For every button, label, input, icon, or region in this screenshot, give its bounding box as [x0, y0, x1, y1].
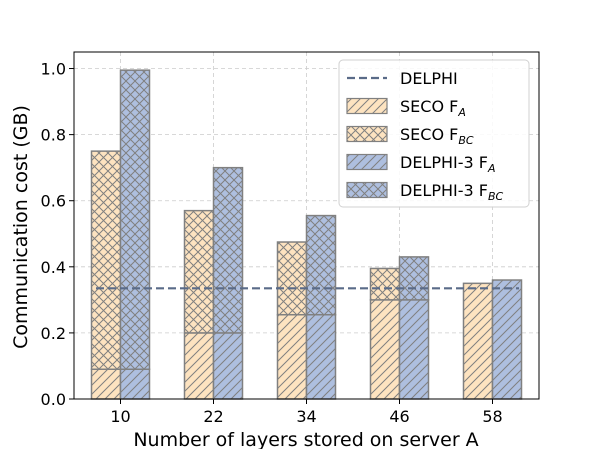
delphi3-fa-bar-hatch	[305, 313, 337, 400]
seco-fbc-bar-hatch	[369, 267, 401, 301]
y-tick-label: 0.0	[41, 390, 66, 409]
delphi3-fa-bar-hatch	[212, 332, 244, 400]
seco-fa-bar-hatch	[90, 368, 122, 400]
legend-label-subscript: BC	[458, 134, 474, 147]
axes: 0.0 0.2 0.4 0.6 0.8 1.0 10 22 34 46 58	[41, 51, 540, 426]
legend-label-base: DELPHI-3 F	[400, 153, 488, 172]
legend-label-delphi3_fbc: DELPHI-3 FBC	[400, 181, 504, 203]
bars	[90, 69, 523, 400]
x-tick-label: 10	[110, 407, 130, 426]
legend-handle-delphi3_fbc-hatch	[346, 181, 388, 199]
seco-fbc-bar-hatch	[90, 150, 122, 371]
y-tick-label: 0.4	[41, 258, 66, 277]
delphi3-fbc-bar-hatch	[212, 166, 244, 334]
seco-fa-bar-hatch	[183, 332, 215, 400]
legend-label-delphi: DELPHI	[400, 69, 458, 88]
legend-label-delphi3_fa: DELPHI-3 FA	[400, 153, 496, 175]
y-axis-label: Communication cost (GB)	[10, 105, 32, 349]
y-tick-label: 0.8	[41, 126, 66, 145]
delphi3-fbc-bar-hatch	[305, 214, 337, 316]
legend-label-subscript: A	[457, 106, 466, 119]
seco-fbc-bar-hatch	[183, 209, 215, 334]
delphi3-fa-bar-hatch	[398, 299, 430, 400]
legend-handle-seco_fbc-hatch	[346, 125, 388, 143]
delphi3-fbc-bar-hatch	[398, 256, 430, 301]
legend-handle-delphi3_fa-hatch	[346, 153, 388, 171]
x-axis-label: Number of layers stored on server A	[133, 429, 478, 449]
legend-label-base: DELPHI	[400, 69, 458, 88]
seco-fbc-bar-hatch	[276, 241, 308, 316]
x-tick-label: 22	[203, 407, 223, 426]
x-tick-label: 46	[389, 407, 409, 426]
delphi3-fbc-bar-hatch	[119, 69, 151, 371]
delphi3-fa-bar-hatch	[119, 368, 151, 400]
legend-label-subscript: A	[487, 162, 496, 175]
legend-label-seco_fa: SECO FA	[400, 97, 466, 119]
seco-fa-bar-hatch	[462, 282, 494, 400]
x-tick-label: 34	[296, 407, 316, 426]
legend-label-seco_fbc: SECO FBC	[400, 125, 474, 147]
legend-label-base: SECO F	[400, 125, 458, 144]
legend-handle-seco_fa-hatch	[346, 97, 388, 115]
seco-fa-bar-hatch	[276, 313, 308, 400]
y-tick-label: 0.6	[41, 192, 66, 211]
legend-box	[338, 59, 530, 208]
seco-fa-bar-hatch	[369, 299, 401, 400]
legend-label-subscript: BC	[488, 190, 504, 203]
legend-label-base: DELPHI-3 F	[400, 181, 488, 200]
y-tick-label: 1.0	[41, 60, 66, 79]
y-tick-label: 0.2	[41, 324, 66, 343]
delphi3-fa-bar-hatch	[491, 279, 523, 400]
x-tick-label: 58	[482, 407, 502, 426]
legend-label-base: SECO F	[400, 97, 458, 116]
